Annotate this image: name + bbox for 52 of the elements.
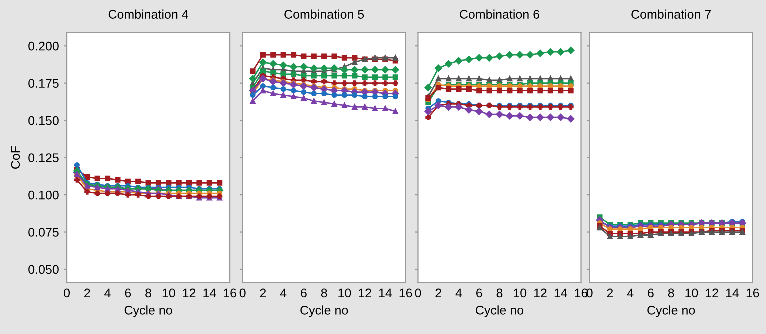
chart-title: Combination 7 <box>632 10 711 19</box>
x-axis-title: Cycle no <box>124 306 172 318</box>
x-tick-label: 14 <box>204 288 216 298</box>
x-tick-label: 14 <box>554 288 568 298</box>
chart-title: Combination 4 <box>108 10 188 19</box>
x-tick-label: 6 <box>648 288 654 298</box>
x-tick-label: 12 <box>359 288 372 298</box>
y-tick-label: 0.175 <box>28 79 59 88</box>
x-tick-label: 14 <box>379 288 392 298</box>
x-tick-label: 0 <box>240 288 246 298</box>
x-tick-label: 8 <box>146 288 152 298</box>
x-tick-label: 4 <box>104 288 111 298</box>
x-tick-label: 10 <box>338 288 352 298</box>
x-tick-label: 8 <box>668 288 674 298</box>
x-tick-label: 2 <box>260 288 266 298</box>
x-tick-label: 12 <box>534 288 547 298</box>
x-tick-label: 4 <box>627 288 634 298</box>
x-tick-label: 10 <box>686 288 698 298</box>
x-tick-label: 0 <box>586 288 593 298</box>
x-tick-label: 8 <box>321 288 328 298</box>
x-tick-label: 2 <box>607 288 614 298</box>
x-tick-label: 12 <box>706 288 718 298</box>
x-tick-label: 4 <box>280 288 287 298</box>
x-tick-label: 2 <box>436 288 442 298</box>
x-axis-title: Cycle no <box>476 306 524 318</box>
x-tick-label: 14 <box>726 288 740 298</box>
chart-title: Combination 5 <box>284 10 364 19</box>
x-tick-label: 0 <box>415 288 422 298</box>
x-tick-label: 10 <box>514 288 527 298</box>
x-tick-label: 8 <box>496 288 503 298</box>
y-tick-label: 0.150 <box>28 116 59 126</box>
y-axis-title: CoF <box>11 146 20 169</box>
x-axis-title: Cycle no <box>648 306 696 318</box>
y-tick-label: 0.050 <box>28 265 59 274</box>
x-tick-label: 16 <box>400 288 412 298</box>
x-axis-title: Cycle no <box>300 306 348 318</box>
x-tick-label: 0 <box>64 288 70 298</box>
x-tick-label: 16 <box>224 288 236 298</box>
x-tick-label: 10 <box>162 288 176 298</box>
x-tick-label: 16 <box>575 288 588 298</box>
x-tick-label: 2 <box>84 288 90 298</box>
y-tick-label: 0.075 <box>28 228 59 237</box>
y-tick-label: 0.125 <box>28 154 59 162</box>
chart-title: Combination 6 <box>460 10 540 19</box>
y-tick-label: 0.200 <box>28 42 59 51</box>
x-tick-label: 6 <box>476 288 482 298</box>
x-tick-label: 4 <box>456 288 462 298</box>
x-tick-label: 16 <box>746 288 760 298</box>
x-tick-label: 12 <box>183 288 196 298</box>
x-tick-label: 6 <box>125 288 132 298</box>
x-tick-label: 6 <box>301 288 307 298</box>
y-tick-label: 0.100 <box>28 190 59 200</box>
